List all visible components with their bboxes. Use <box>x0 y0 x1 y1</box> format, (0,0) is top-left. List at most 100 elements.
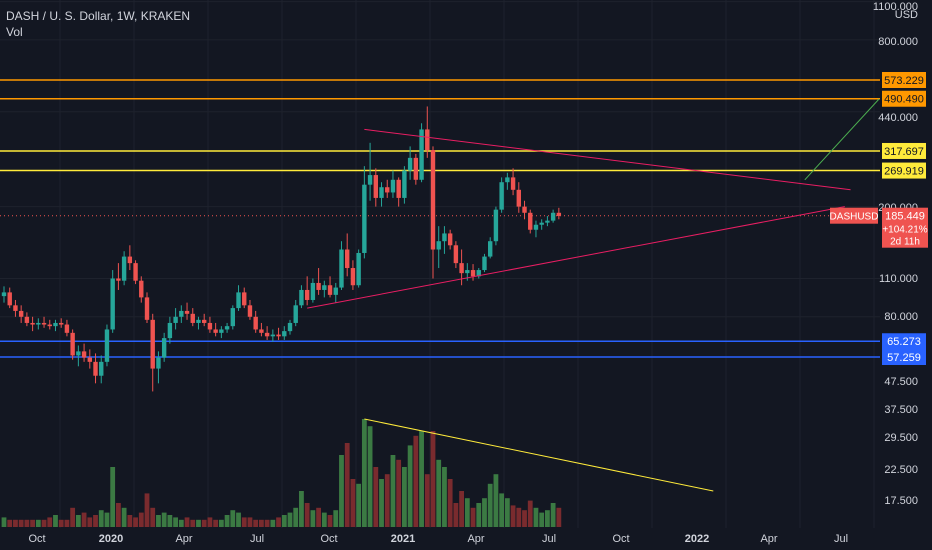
trendline-descending-resistance <box>364 128 851 191</box>
candle-body <box>482 256 487 271</box>
symbol-title: DASH / U. S. Dollar, 1W, KRAKEN <box>6 9 191 23</box>
volume-bar <box>30 519 35 527</box>
volume-bar <box>196 519 201 527</box>
candle-body <box>253 316 258 330</box>
time-tick-label: 2020 <box>99 533 123 545</box>
candle-body <box>276 334 281 337</box>
level-badge <box>882 72 926 88</box>
candle-body <box>13 305 18 311</box>
volume-bar <box>270 519 276 527</box>
level-badge <box>882 349 926 365</box>
current-price-badge <box>882 207 928 248</box>
candle-body <box>110 278 115 330</box>
candle-body <box>121 256 127 281</box>
volume-bar <box>93 515 98 527</box>
volume-bar <box>127 515 133 527</box>
candle-body <box>550 212 556 221</box>
candle-body <box>36 322 41 325</box>
candle-body <box>385 187 390 193</box>
volume-bar <box>339 455 344 527</box>
volume-bar <box>1 517 7 527</box>
volume-bar <box>299 491 304 527</box>
candle-body <box>190 313 195 323</box>
volume-bar <box>390 455 396 527</box>
volume-bar <box>310 510 316 527</box>
volume-bar <box>419 431 424 527</box>
volume-bar <box>247 517 253 527</box>
candle-body <box>179 310 184 317</box>
candle-body <box>282 331 287 337</box>
volume-bar <box>207 517 213 527</box>
candle-body <box>64 324 70 333</box>
volume-bar <box>150 507 156 527</box>
time-tick-label: Jul <box>834 533 848 545</box>
candle-body <box>196 319 201 323</box>
level-badge <box>882 162 926 179</box>
volume-bar <box>550 503 556 527</box>
candle-body <box>287 322 293 332</box>
candle-body <box>310 282 316 300</box>
candle-body <box>59 322 64 325</box>
candle-body <box>299 289 304 306</box>
candle-body <box>470 270 476 277</box>
current-price-countdown: 2d 11h <box>890 237 920 248</box>
volume-bar <box>173 517 178 527</box>
candle-body <box>213 329 218 333</box>
volume-bar <box>407 445 413 527</box>
candle-body <box>161 338 167 358</box>
level-badge-label: 573.229 <box>884 75 924 87</box>
candle-body <box>156 357 161 369</box>
candle-body <box>259 329 264 333</box>
time-tick-label: Apr <box>760 533 777 545</box>
candle-body <box>488 241 493 257</box>
candle-body <box>556 212 562 216</box>
candle-body <box>167 322 173 339</box>
volume-bar <box>556 507 562 527</box>
candle-body <box>453 245 459 264</box>
candle-body <box>127 256 133 264</box>
candle-body <box>367 175 373 185</box>
candle-body <box>1 292 7 297</box>
volume-bar <box>53 515 58 527</box>
volume-bar <box>190 519 196 527</box>
symbol-badge-label: DASHUSD <box>830 212 879 223</box>
candle-body <box>139 280 144 298</box>
volume-bar <box>213 519 219 527</box>
candle-body <box>436 241 441 250</box>
candle-body <box>362 184 367 253</box>
volume-bar <box>447 479 453 527</box>
volume-bar <box>81 512 87 527</box>
time-tick-label: 2021 <box>391 533 415 545</box>
price-tick-label: 29.500 <box>884 432 918 444</box>
candle-body <box>99 361 104 376</box>
volume-bar <box>253 519 259 527</box>
volume-bar <box>436 459 442 527</box>
candle-body <box>459 263 464 274</box>
volume-bar <box>333 510 339 527</box>
candle-body <box>236 292 241 309</box>
volume-bar <box>167 515 173 527</box>
volume-bar <box>476 503 482 527</box>
time-tick-label: Oct <box>612 533 629 545</box>
price-tick-label: 80.000 <box>884 311 918 323</box>
volume-bar <box>98 510 104 527</box>
time-tick-label: Apr <box>175 533 192 545</box>
price-tick-label: 47.500 <box>884 376 918 388</box>
volume-bar <box>7 519 13 527</box>
volume-bar <box>356 483 362 527</box>
volume-bar <box>161 512 167 527</box>
volume-bar <box>24 519 30 527</box>
candle-body <box>419 129 424 180</box>
candle-body <box>390 179 396 193</box>
candle-body <box>322 285 327 290</box>
candle-body <box>442 233 447 242</box>
volume-bar <box>396 459 402 527</box>
candle-body <box>116 278 121 281</box>
volume-bar <box>344 443 350 527</box>
current-price-value: 185.449 <box>885 211 925 223</box>
volume-bar <box>516 507 522 527</box>
volume-bar <box>464 498 470 527</box>
volume-bar <box>224 515 230 527</box>
volume-bar <box>321 512 327 527</box>
